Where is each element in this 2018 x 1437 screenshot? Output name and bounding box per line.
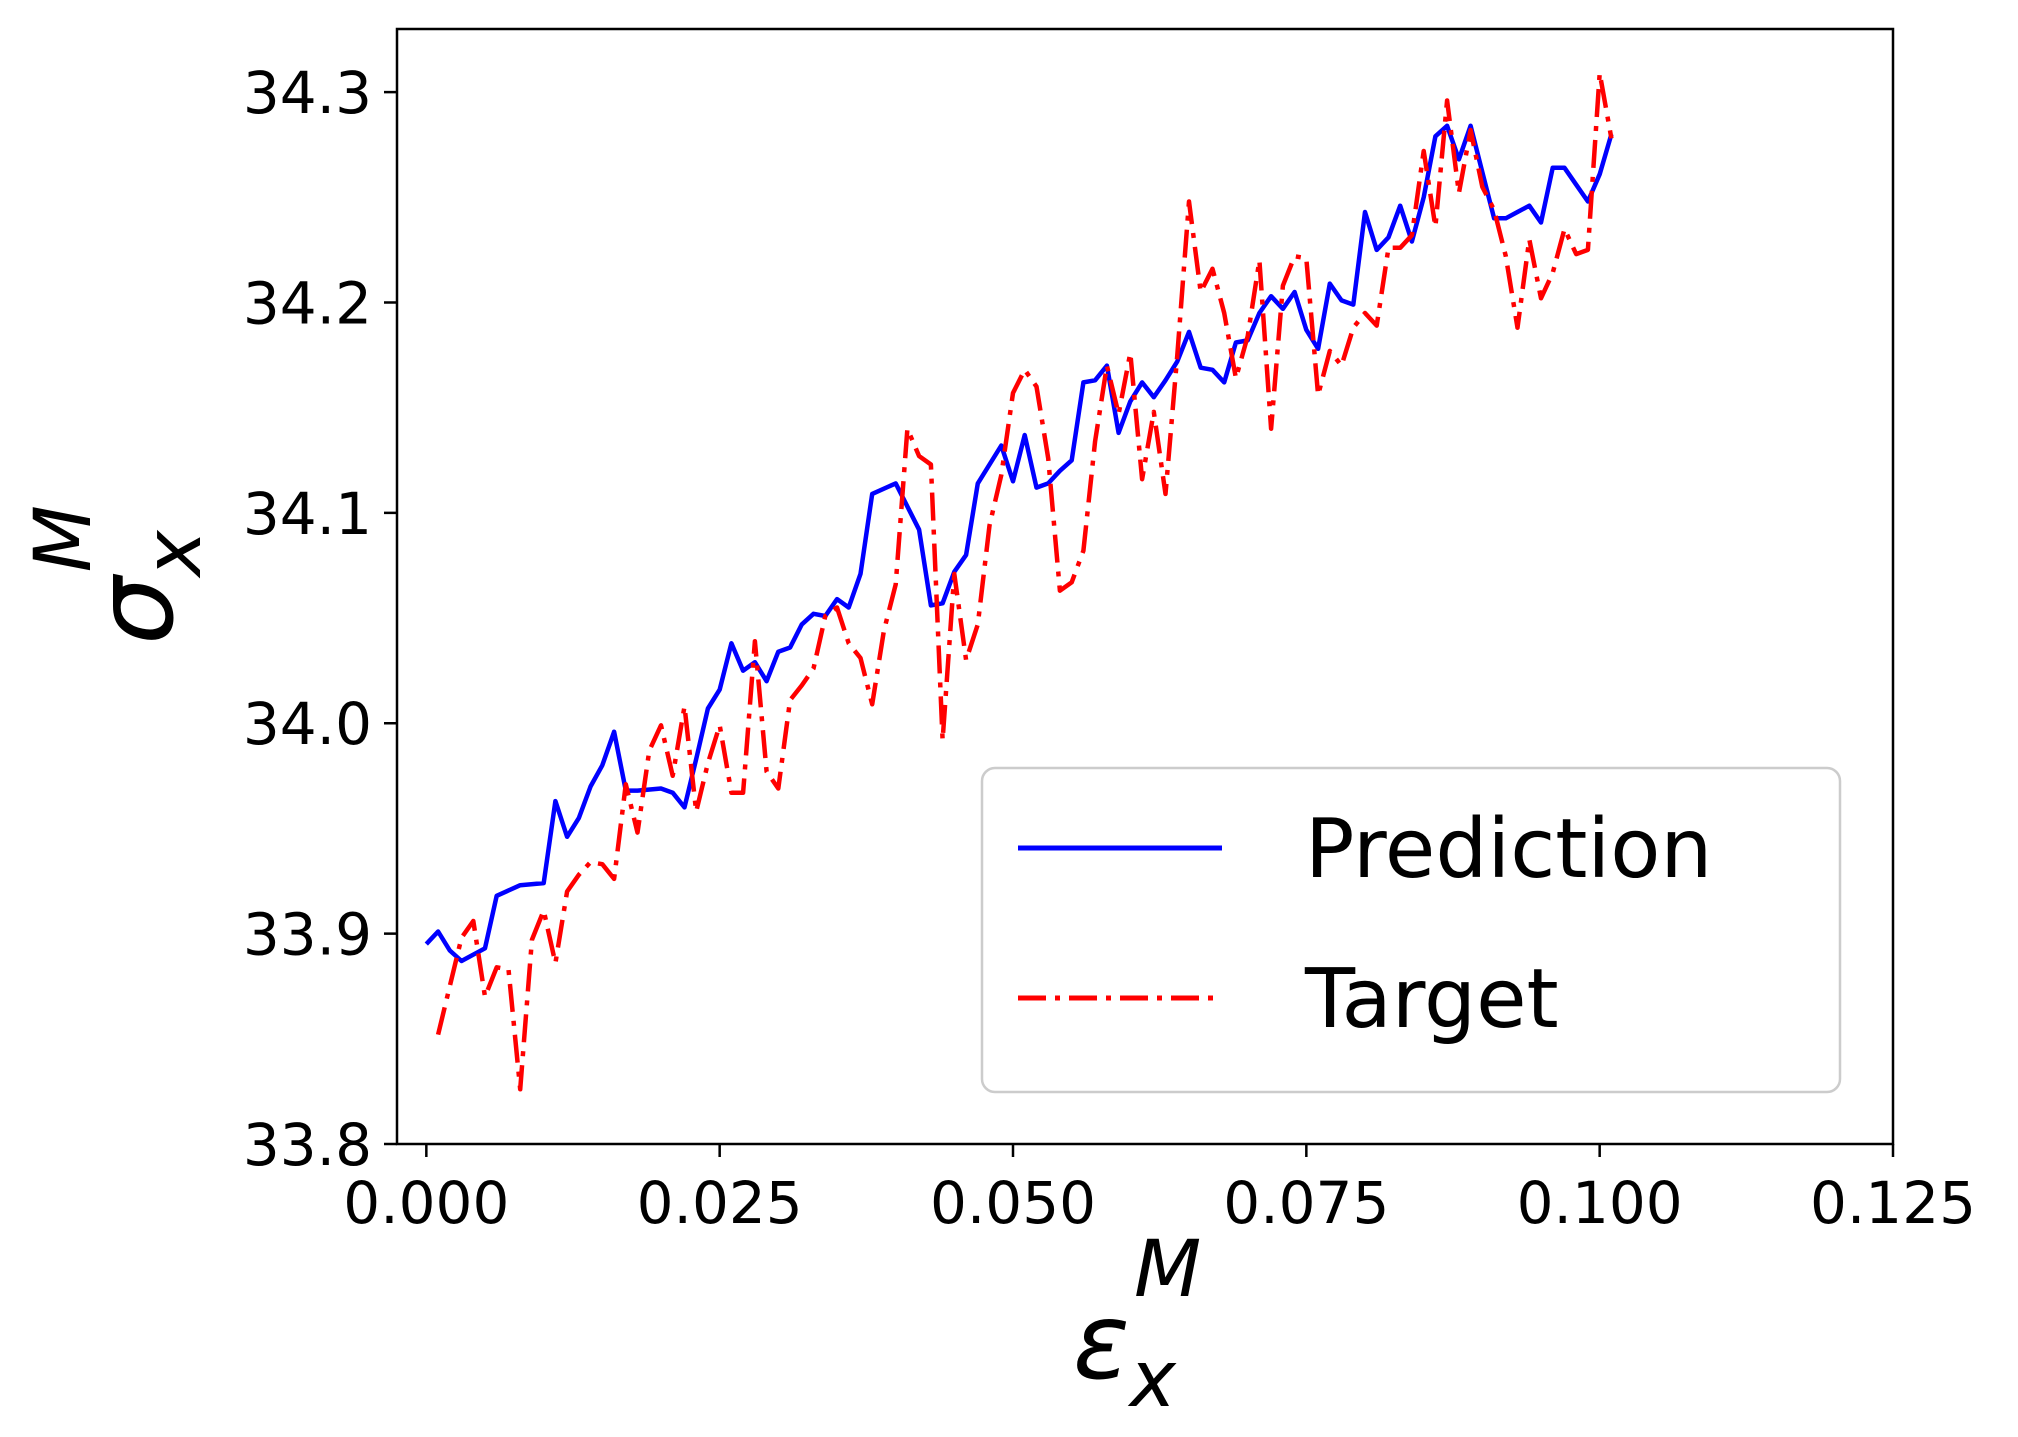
y-axis-superscript: M — [19, 505, 109, 572]
x-axis-label: εxM — [1073, 1225, 1201, 1425]
x-tick-label: 0.050 — [930, 1169, 1096, 1237]
x-axis-subscript: x — [1127, 1335, 1177, 1425]
x-tick-label: 0.000 — [343, 1169, 509, 1237]
x-axis-superscript: M — [1134, 1225, 1201, 1315]
y-tick-label: 34.2 — [243, 269, 372, 337]
series-layer — [424, 70, 1614, 1092]
x-axis-symbol: ε — [1073, 1281, 1130, 1403]
legend-label-target: Target — [1304, 952, 1559, 1047]
y-axis-symbol: σ — [73, 573, 198, 645]
x-tick-label: 0.125 — [1810, 1169, 1976, 1237]
series-line-target — [435, 70, 1614, 1092]
y-tick-label: 34.1 — [243, 480, 372, 548]
x-tick-label: 0.075 — [1223, 1169, 1389, 1237]
y-tick-label: 34.0 — [243, 690, 372, 758]
legend: Prediction Target — [980, 766, 1842, 1094]
y-axis-label: σxM — [19, 505, 219, 645]
y-tick-label: 34.3 — [243, 59, 372, 127]
y-axis-subscript: x — [129, 530, 219, 580]
y-tick-label: 33.9 — [243, 901, 372, 969]
legend-label-prediction: Prediction — [1305, 802, 1712, 897]
series-line-prediction — [424, 123, 1614, 964]
axes-layer: 0.000 0.025 0.050 0.075 0.100 0.125 33.8 33.9 34… — [243, 59, 1976, 1237]
x-tick-label: 0.025 — [637, 1169, 803, 1237]
y-tick-label: 33.8 — [243, 1111, 372, 1179]
x-tick-label: 0.100 — [1517, 1169, 1683, 1237]
